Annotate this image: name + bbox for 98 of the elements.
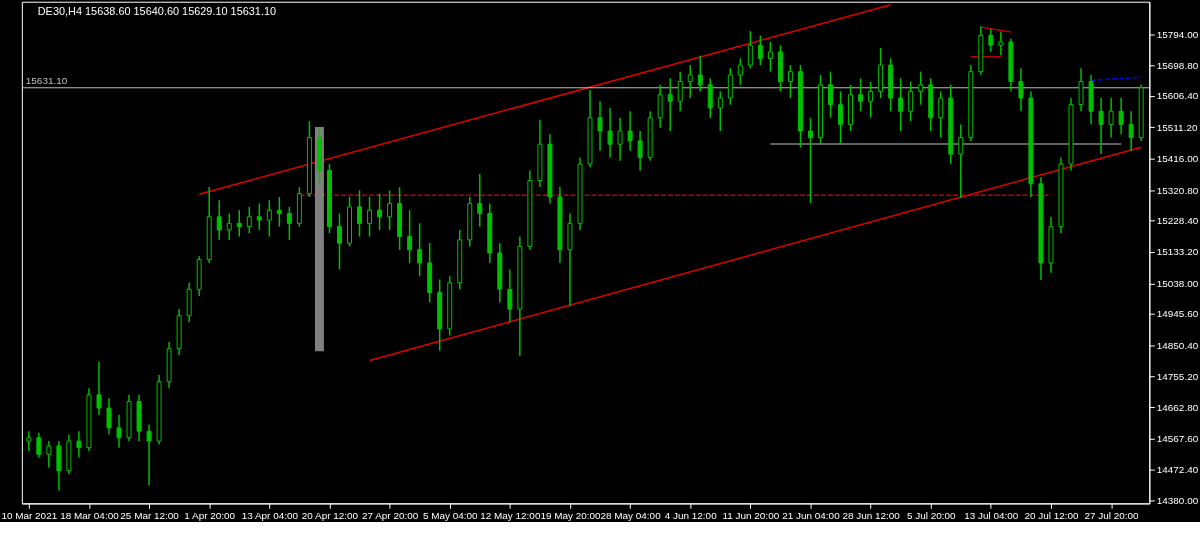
x-tick-label: 10 Mar 2021 bbox=[1, 509, 58, 521]
candlestick bbox=[116, 413, 122, 449]
candlestick bbox=[256, 202, 262, 231]
candlestick bbox=[1118, 97, 1124, 136]
x-tick-label: 13 Apr 04:00 bbox=[241, 509, 299, 521]
x-tick-label: 20 Jul 12:00 bbox=[1024, 509, 1079, 521]
candlestick bbox=[76, 430, 82, 459]
candlestick bbox=[828, 70, 833, 119]
candlestick bbox=[266, 199, 272, 238]
candlestick bbox=[1108, 97, 1114, 139]
x-tick-label: 4 Jun 12:00 bbox=[664, 509, 718, 521]
candlestick bbox=[938, 90, 944, 139]
y-tick-label: 15794.00 bbox=[1156, 28, 1199, 40]
candlestick bbox=[868, 80, 874, 119]
candlestick bbox=[507, 268, 513, 324]
y-tick-label: 14755.20 bbox=[1156, 371, 1199, 383]
x-tick-label: 13 Jul 04:00 bbox=[964, 509, 1019, 521]
candlestick bbox=[677, 70, 683, 112]
candlestick bbox=[1128, 110, 1134, 152]
y-tick-label: 15133.20 bbox=[1156, 246, 1199, 258]
x-tick-label: 19 May 20:00 bbox=[540, 509, 601, 521]
y-tick-label: 15511.20 bbox=[1156, 121, 1198, 133]
candlestick bbox=[216, 199, 222, 241]
x-tick-label: 20 Apr 12:00 bbox=[301, 509, 359, 521]
y-tick-label: 15320.80 bbox=[1156, 184, 1199, 196]
x-tick-label: 25 Mar 12:00 bbox=[120, 509, 180, 521]
candlestick bbox=[988, 28, 994, 53]
x-tick-label: 28 May 04:00 bbox=[600, 509, 662, 521]
candlestick bbox=[898, 77, 904, 132]
candlestick bbox=[918, 70, 924, 106]
candlestick bbox=[958, 123, 964, 200]
y-tick-label: 15416.00 bbox=[1156, 153, 1199, 165]
candlestick bbox=[807, 117, 813, 204]
candlestick bbox=[377, 192, 383, 231]
candlestick bbox=[757, 34, 763, 66]
x-tick-label: 27 Jul 20:00 bbox=[1084, 509, 1140, 521]
candlestick bbox=[1018, 67, 1024, 112]
y-tick-label: 15038.00 bbox=[1156, 277, 1199, 289]
x-tick-label: 12 May 12:00 bbox=[480, 509, 541, 521]
y-tick-label: 14662.80 bbox=[1156, 401, 1199, 413]
x-tick-label: 18 Mar 04:00 bbox=[60, 509, 120, 521]
y-tick-label: 14472.40 bbox=[1156, 464, 1199, 476]
y-tick-label: 15228.40 bbox=[1156, 215, 1199, 227]
candlestick bbox=[657, 84, 663, 129]
x-tick-label: 5 Jul 20:00 bbox=[906, 509, 956, 521]
y-tick-label: 15606.40 bbox=[1156, 90, 1199, 102]
x-tick-label: 27 Apr 20:00 bbox=[361, 509, 419, 521]
candlestick bbox=[717, 90, 723, 132]
candlestick bbox=[236, 209, 242, 238]
candlestick bbox=[146, 423, 152, 487]
candlestick bbox=[286, 206, 292, 241]
candlestick bbox=[276, 196, 282, 228]
candlestick bbox=[858, 77, 864, 112]
chart-title: DE30,H4 15638.60 15640.60 15629.10 15631.10 bbox=[37, 4, 277, 17]
candlestick bbox=[637, 130, 643, 172]
candlestick bbox=[1078, 67, 1084, 112]
candlestick bbox=[357, 189, 363, 238]
candlestick bbox=[607, 107, 613, 159]
candlestick bbox=[737, 57, 743, 86]
candlestick bbox=[367, 196, 373, 238]
x-tick-label: 21 Jun 04:00 bbox=[782, 509, 841, 521]
candlestick bbox=[387, 189, 393, 231]
x-tick-label: 28 Jun 12:00 bbox=[842, 509, 901, 521]
candlestick bbox=[96, 361, 102, 416]
candlestick bbox=[46, 440, 52, 469]
candlestick bbox=[697, 55, 703, 93]
candlestick bbox=[908, 80, 914, 122]
y-tick-label: 14850.40 bbox=[1156, 339, 1199, 351]
y-tick-label: 14380.00 bbox=[1156, 494, 1199, 506]
candlestick bbox=[627, 110, 633, 152]
candlestick bbox=[26, 430, 32, 452]
candlestick bbox=[407, 209, 413, 264]
y-tick-label: 14567.60 bbox=[1156, 433, 1199, 445]
candlestick bbox=[36, 432, 42, 459]
candlestick bbox=[838, 90, 844, 145]
candlestick bbox=[727, 67, 733, 106]
candlestick bbox=[707, 77, 713, 119]
ref-line-label: 15631.10 bbox=[25, 74, 68, 86]
y-tick-label: 15698.80 bbox=[1156, 59, 1199, 71]
x-tick-label: 5 May 04:00 bbox=[422, 509, 478, 521]
candlestick bbox=[477, 173, 483, 228]
x-tick-label: 1 Apr 20:00 bbox=[184, 509, 236, 521]
candlestick bbox=[597, 100, 603, 152]
candlestick bbox=[787, 64, 793, 99]
candlestick bbox=[687, 64, 693, 99]
candlestick bbox=[417, 222, 423, 277]
y-tick-label: 14945.60 bbox=[1156, 308, 1199, 320]
candlestick bbox=[246, 206, 252, 235]
candlestick bbox=[226, 212, 232, 241]
candlestick bbox=[667, 77, 673, 132]
candlestick bbox=[1098, 97, 1104, 155]
candlestick bbox=[747, 30, 753, 70]
candlestick bbox=[767, 41, 773, 73]
x-tick-label: 11 Jun 20:00 bbox=[722, 509, 780, 521]
candlestick bbox=[336, 212, 342, 271]
candlestick bbox=[998, 31, 1004, 56]
candlestick bbox=[106, 397, 112, 436]
candlestick bbox=[617, 117, 623, 162]
